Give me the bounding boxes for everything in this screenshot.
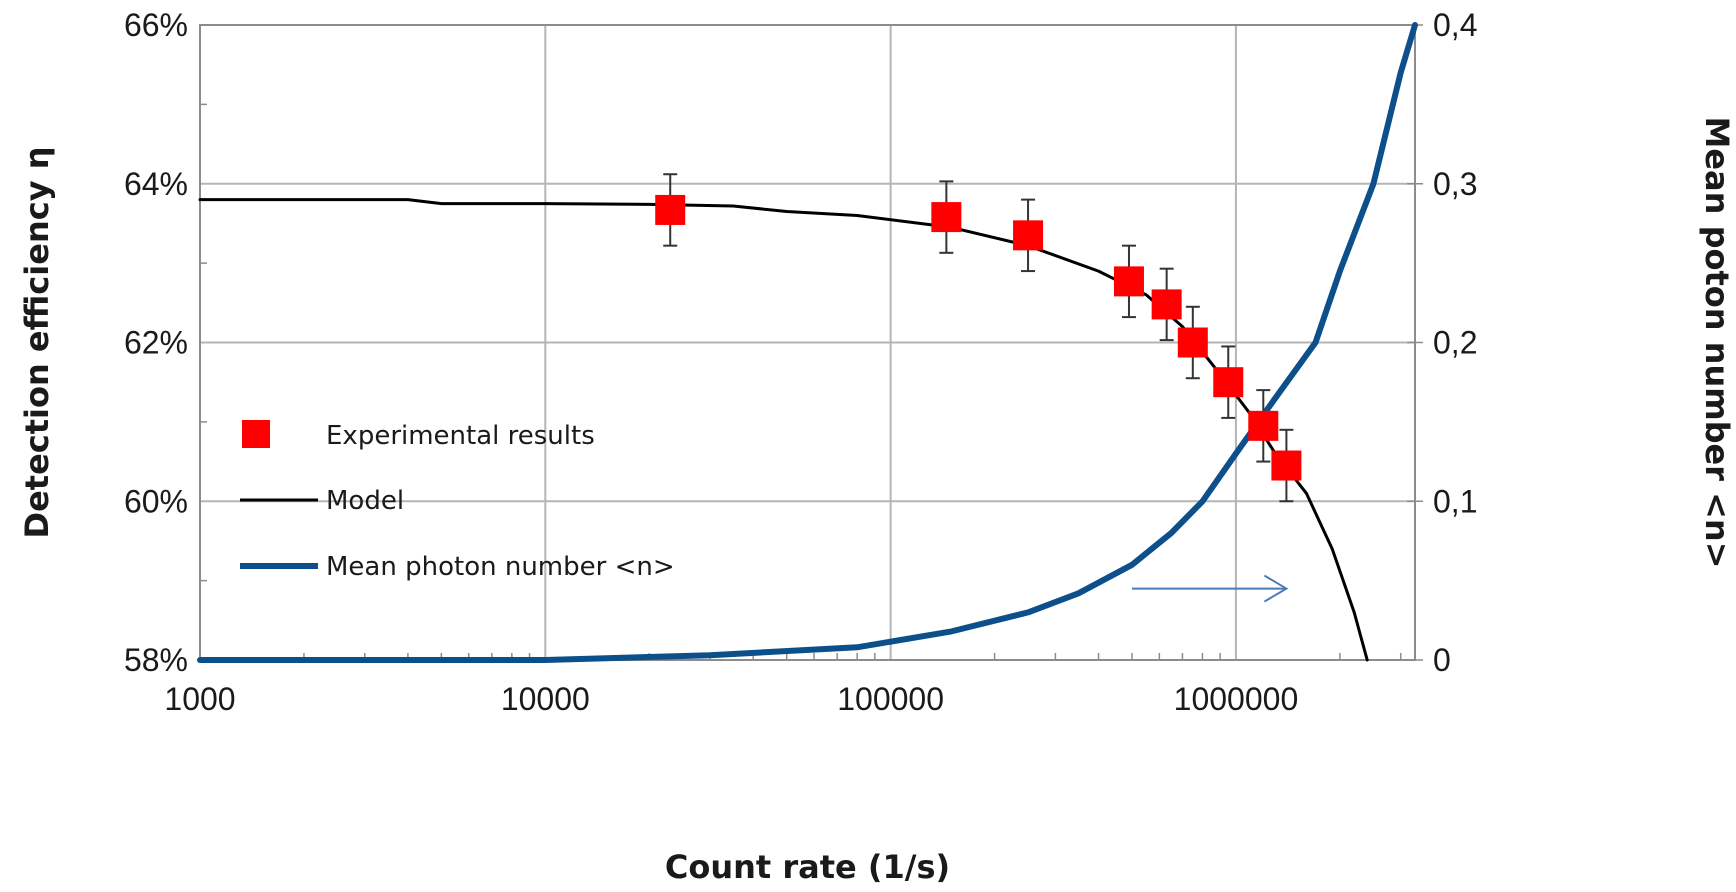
y2-tick-label: 0 [1433, 642, 1451, 678]
experimental-marker [1213, 367, 1244, 398]
experimental-marker [1113, 266, 1144, 297]
x-tick-label: 10000 [501, 681, 590, 717]
left-axis-title: Detection efficiency η [18, 147, 56, 539]
series-layer [197, 22, 1418, 663]
experimental-point [1248, 389, 1279, 463]
right-axis-title: Mean poton number <n> [1698, 117, 1736, 569]
left-axis-tick-labels: 58% 60% 62% 64% 66% [124, 7, 188, 678]
experimental-marker [655, 194, 686, 225]
x-tick-label: 1000 [164, 681, 235, 717]
experimental-point [1177, 305, 1208, 380]
x-tick-label: 100000 [837, 681, 944, 717]
legend-label-experimental: Experimental results [326, 421, 595, 451]
experimental-point [931, 180, 962, 254]
y-tick-label: 58% [124, 642, 188, 678]
right-axis-tick-labels: 0 0,1 0,2 0,3 0,4 [1433, 7, 1477, 678]
y-tick-label: 64% [124, 166, 188, 202]
y2-tick-label: 0,2 [1433, 325, 1477, 361]
annotation-layer [1131, 574, 1289, 603]
experimental-point [1113, 244, 1144, 319]
y2-tick-label: 0,4 [1433, 7, 1477, 43]
x-tick-label: 1000000 [1174, 681, 1299, 717]
experimental-point [1151, 267, 1182, 342]
legend-label-model: Model [326, 486, 404, 516]
y-tick-label: 60% [124, 483, 188, 519]
y-tick-label: 62% [124, 325, 188, 361]
legend-marker-experimental [242, 420, 270, 448]
experimental-marker [1271, 450, 1302, 481]
experimental-marker [1013, 220, 1044, 251]
experimental-point [1213, 345, 1244, 419]
y2-tick-label: 0,1 [1433, 483, 1477, 519]
y2-tick-label: 0,3 [1433, 166, 1477, 202]
experimental-point [655, 173, 686, 247]
experimental-marker [1248, 410, 1279, 441]
experimental-marker [931, 202, 962, 233]
plot-area-frame [199, 24, 1416, 661]
arrow-head [1263, 574, 1289, 603]
legend-label-mean-photon: Mean photon number <n> [326, 552, 675, 582]
x-axis-title: Count rate (1/s) [665, 848, 950, 886]
y-tick-label: 66% [124, 7, 188, 43]
experimental-marker [1151, 289, 1182, 320]
experimental-point [1271, 428, 1302, 503]
model-line [198, 198, 1369, 662]
x-axis-tick-labels: 1000 10000 100000 1000000 [164, 681, 1298, 717]
experimental-marker [1177, 327, 1208, 358]
legend: Experimental results Model Mean photon n… [240, 420, 675, 582]
mean-photon-line [197, 22, 1418, 663]
experimental-point [1013, 198, 1044, 273]
